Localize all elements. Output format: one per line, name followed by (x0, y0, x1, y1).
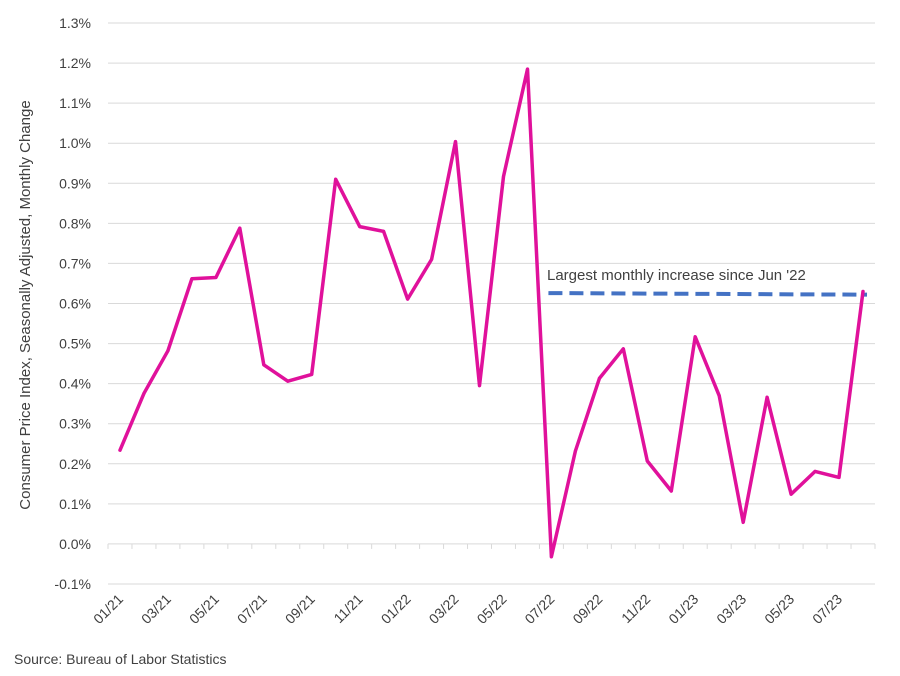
data-point (741, 520, 745, 524)
cpi-series-line (118, 67, 865, 559)
data-point (693, 335, 697, 339)
y-tick-label: 1.1% (59, 95, 91, 111)
x-tick-label: 11/21 (330, 591, 366, 627)
data-point (765, 395, 769, 399)
y-tick-label: 1.0% (59, 135, 91, 151)
data-point (310, 372, 314, 376)
data-point (501, 174, 505, 178)
y-tick-label: 1.2% (59, 55, 91, 71)
y-tick-label: 0.2% (59, 456, 91, 472)
y-tick-label: 0.0% (59, 536, 91, 552)
y-tick-label: 0.1% (59, 496, 91, 512)
data-point (717, 394, 721, 398)
data-point (166, 349, 170, 353)
data-point (382, 229, 386, 233)
x-tick-label: 03/22 (426, 591, 462, 627)
data-point (549, 555, 553, 559)
data-point (813, 469, 817, 473)
data-point (286, 379, 290, 383)
x-tick-label: 05/22 (474, 591, 510, 627)
x-axis-tick-labels: 01/21 03/21 05/21 07/21 09/21 11/21 01/22 03/22… (90, 591, 845, 627)
data-point (118, 448, 122, 452)
x-tick-label: 03/21 (138, 591, 174, 627)
x-tick-label: 11/22 (618, 591, 654, 627)
data-point (406, 297, 410, 301)
x-tick-label: 01/23 (665, 591, 701, 627)
x-tick-label: 07/21 (234, 591, 270, 627)
x-axis (107, 543, 876, 549)
data-point (525, 67, 529, 71)
data-point (142, 391, 146, 395)
data-point (430, 257, 434, 261)
data-point (645, 459, 649, 463)
y-tick-label: 0.8% (59, 215, 91, 231)
y-tick-label: 0.5% (59, 336, 91, 352)
x-tick-label: 05/23 (761, 591, 797, 627)
gridlines (108, 22, 875, 585)
y-tick-label: 0.9% (59, 175, 91, 191)
data-point (334, 177, 338, 181)
y-tick-label: 0.7% (59, 255, 91, 271)
data-point (454, 140, 458, 144)
y-tick-label: -0.1% (54, 576, 91, 592)
data-point (669, 489, 673, 493)
y-tick-label: 1.3% (59, 15, 91, 31)
y-axis-tick-labels: -0.1% 0.0% 0.1% 0.2% 0.3% 0.4% 0.5% 0.6% 0.7% 0.8… (54, 15, 91, 592)
data-point (238, 226, 242, 230)
x-tick-label: 05/21 (186, 591, 222, 627)
x-tick-label: 07/23 (809, 591, 845, 627)
data-point (597, 376, 601, 380)
reference-line (548, 291, 868, 297)
data-point (190, 277, 194, 281)
data-point (789, 492, 793, 496)
reference-line-label: Largest monthly increase since Jun '22 (547, 267, 806, 284)
x-tick-label: 01/22 (378, 591, 414, 627)
data-point (478, 384, 482, 388)
y-axis-label: Consumer Price Index, Seasonally Adjuste… (17, 100, 34, 509)
data-point (358, 225, 362, 229)
x-tick-label: 01/21 (90, 591, 126, 627)
data-point (214, 275, 218, 279)
data-point (837, 475, 841, 479)
data-point (573, 449, 577, 453)
data-point (262, 363, 266, 367)
x-tick-label: 09/22 (569, 591, 605, 627)
x-tick-label: 09/21 (282, 591, 318, 627)
source-note: Source: Bureau of Labor Statistics (14, 651, 227, 667)
x-tick-label: 07/22 (521, 591, 557, 627)
series-group (118, 67, 865, 559)
y-tick-label: 0.3% (59, 416, 91, 432)
y-tick-label: 0.4% (59, 376, 91, 392)
data-point (621, 347, 625, 351)
data-point (861, 289, 865, 293)
y-tick-label: 0.6% (59, 296, 91, 312)
reference-line-group: Largest monthly increase since Jun '22 (547, 267, 868, 297)
x-tick-label: 03/23 (713, 591, 749, 627)
